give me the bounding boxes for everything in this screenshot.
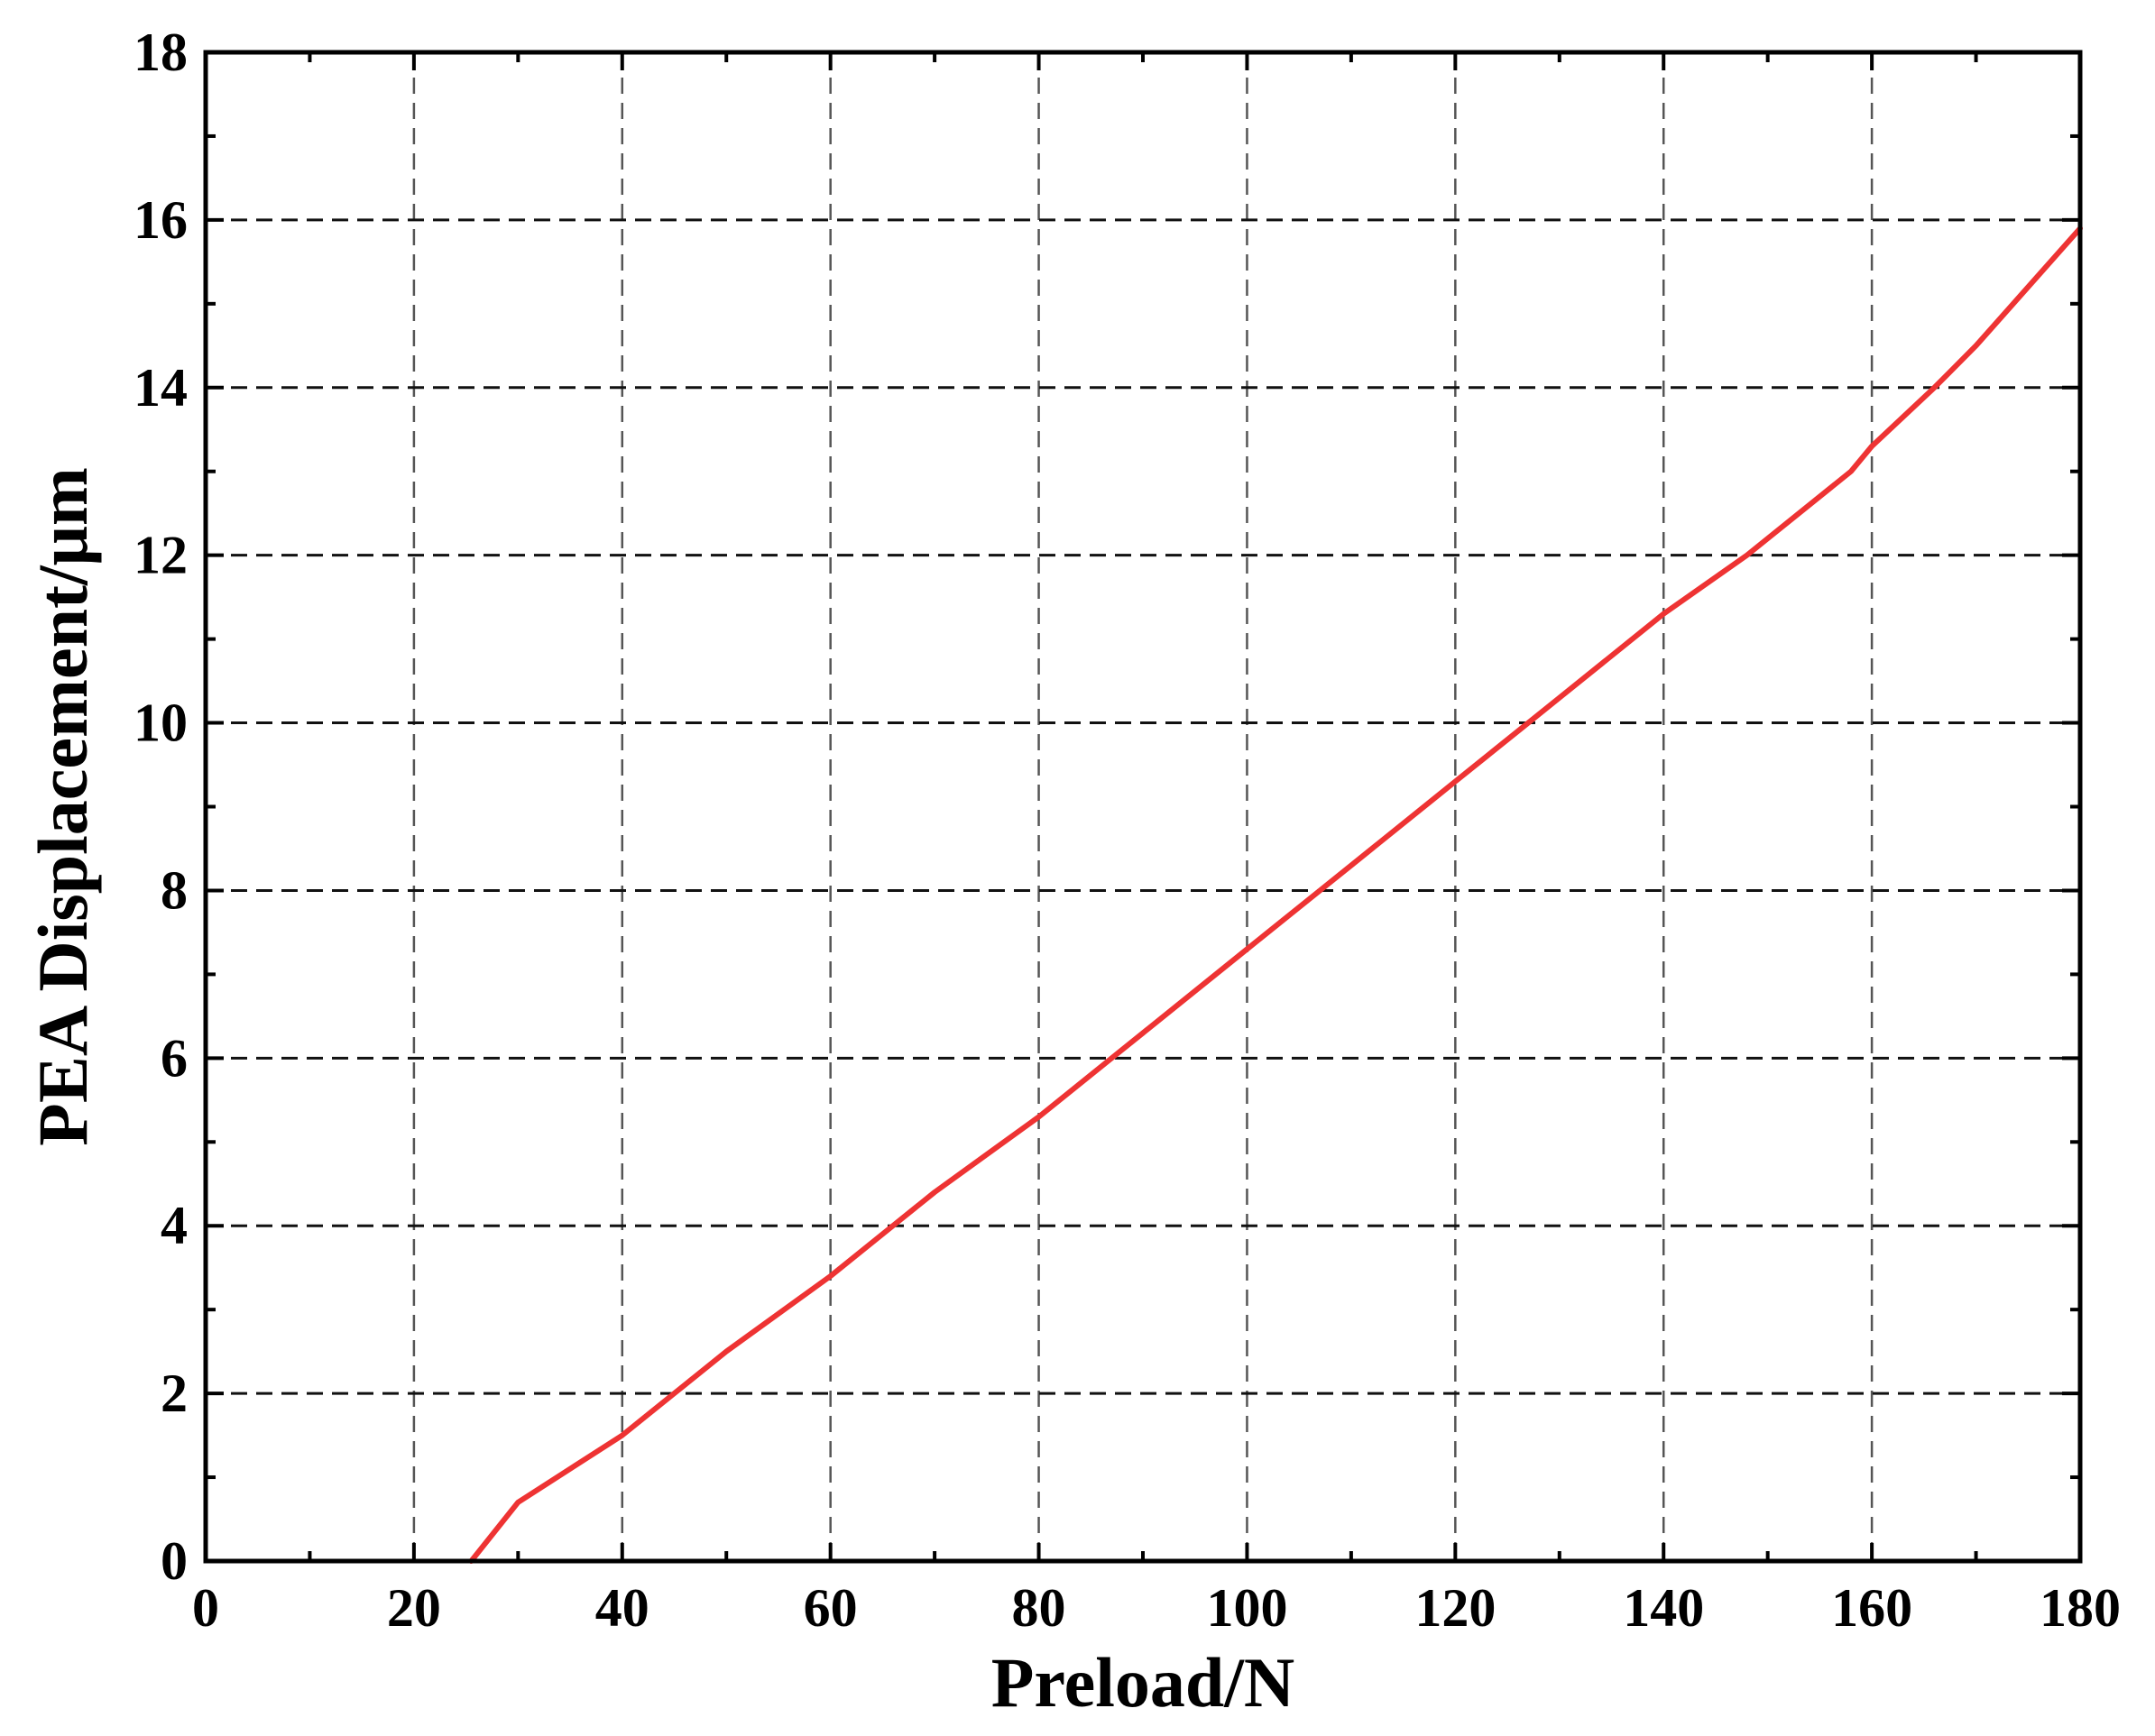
y-tick-label: 12 <box>134 526 188 585</box>
x-tick-label: 40 <box>595 1578 649 1638</box>
x-tick-label: 60 <box>804 1578 858 1638</box>
x-tick-labels: 0 20 40 60 80 100 120 140 160 180 <box>192 1578 2121 1638</box>
y-tick-label: 16 <box>134 190 188 250</box>
y-tick-label: 0 <box>161 1531 188 1591</box>
x-tick-label: 160 <box>1831 1578 1912 1638</box>
y-tick-label: 10 <box>134 693 188 753</box>
major-ticks <box>204 51 2082 1563</box>
y-axis-title: PEA Displacement/μm <box>23 467 102 1146</box>
y-tick-label: 4 <box>161 1196 188 1255</box>
x-tick-label: 140 <box>1623 1578 1704 1638</box>
x-tick-label: 80 <box>1012 1578 1066 1638</box>
plot-frame <box>203 50 2083 1564</box>
x-tick-label: 0 <box>192 1578 219 1638</box>
series-line <box>468 225 2083 1564</box>
x-axis-title: Preload/N <box>991 1643 1295 1722</box>
x-tick-label: 100 <box>1206 1578 1287 1638</box>
series-layer <box>468 225 2083 1564</box>
minor-ticks <box>206 52 2080 1561</box>
y-tick-label: 8 <box>161 860 188 920</box>
y-tick-label: 14 <box>134 358 188 418</box>
x-tick-label: 120 <box>1414 1578 1496 1638</box>
y-tick-labels: 0 2 4 6 8 10 12 14 16 18 <box>134 23 188 1591</box>
grid <box>206 52 2080 1561</box>
y-tick-label: 18 <box>134 23 188 82</box>
y-tick-label: 2 <box>161 1364 188 1423</box>
x-tick-label: 20 <box>387 1578 441 1638</box>
x-tick-label: 180 <box>2040 1578 2121 1638</box>
y-tick-label: 6 <box>161 1028 188 1088</box>
